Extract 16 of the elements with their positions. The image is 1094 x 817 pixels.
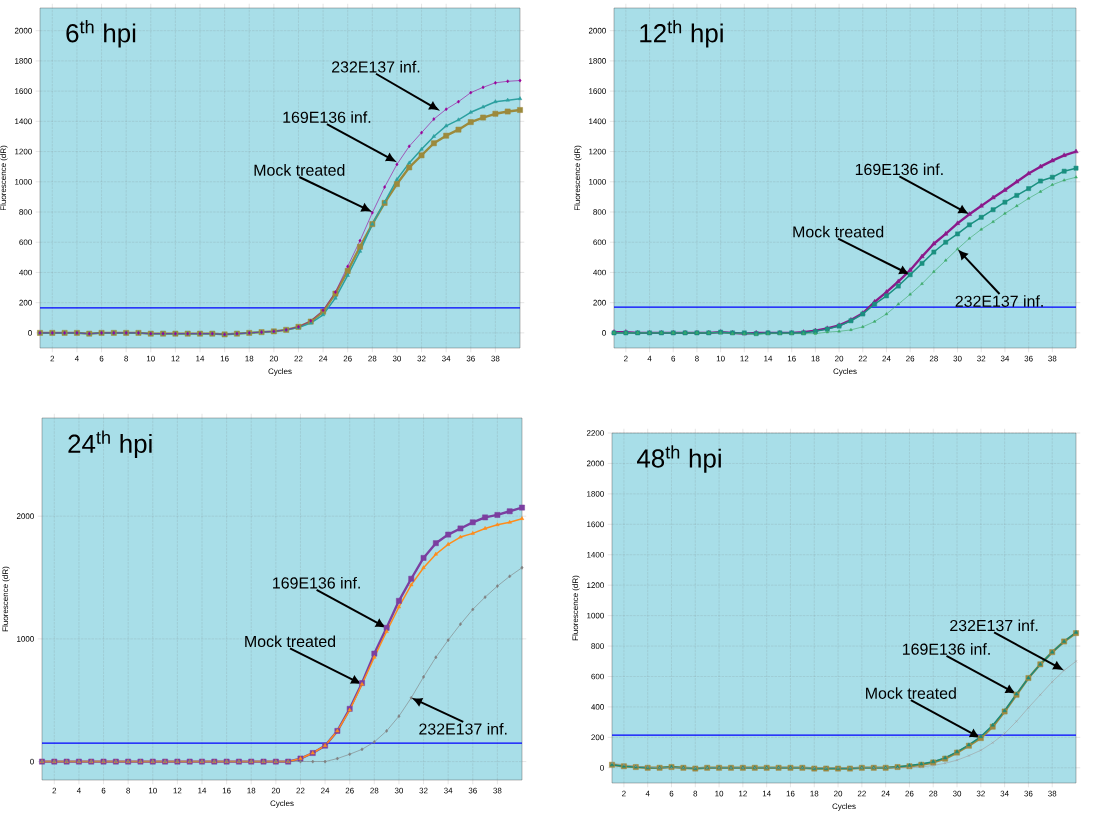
chart-title: 12$^{th}$ hpi (640, 20, 723, 48)
text: 24$^{th}$ hpi (68, 430, 152, 459)
annotation: 232E137 inf. (955, 295, 1043, 307)
annotation: Mock treated (254, 164, 345, 176)
annotation: Mock treated (866, 687, 956, 699)
annotation: 169E136 inf. (902, 643, 990, 655)
annotation: 232E137 inf. (950, 619, 1038, 632)
annotation: Mock treated (793, 225, 884, 238)
annotation: 169E136 inf. (283, 111, 371, 123)
text: 48$^{th}$ hpi (637, 445, 721, 473)
annotation: Mock treated (245, 635, 336, 648)
chart-title: 6$^{th}$ hpi (66, 20, 136, 48)
annotation: 169E136 inf. (273, 576, 360, 589)
annotation: 232E137 inf. (332, 60, 420, 73)
annotation: 169E136 inf. (855, 163, 943, 176)
annotation: 232E137 inf. (419, 722, 507, 735)
